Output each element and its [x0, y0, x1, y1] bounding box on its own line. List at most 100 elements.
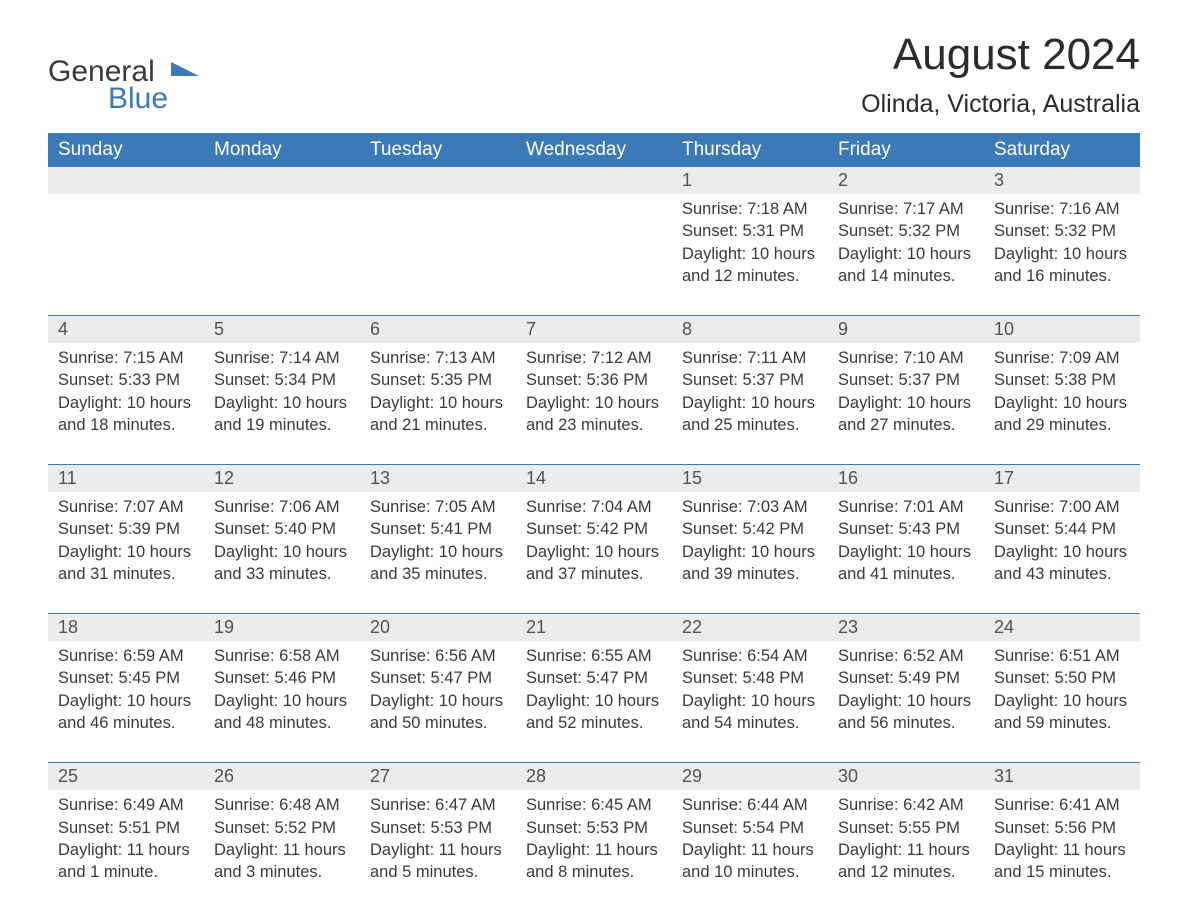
day-detail-row: Sunrise: 7:15 AMSunset: 5:33 PMDaylight:… — [48, 343, 1140, 465]
day-day2: and 19 minutes. — [214, 414, 350, 436]
day-sunset: Sunset: 5:53 PM — [526, 817, 662, 839]
day-sunset: Sunset: 5:46 PM — [214, 667, 350, 689]
day-sunset: Sunset: 5:44 PM — [994, 518, 1130, 540]
day-sunset: Sunset: 5:33 PM — [58, 369, 194, 391]
day-sunrise: Sunrise: 6:58 AM — [214, 645, 350, 667]
day-detail-cell — [516, 194, 672, 316]
day-day2: and 1 minute. — [58, 861, 194, 883]
location-subtitle: Olinda, Victoria, Australia — [861, 90, 1140, 119]
day-detail-cell: Sunrise: 7:04 AMSunset: 5:42 PMDaylight:… — [516, 492, 672, 614]
day-day2: and 54 minutes. — [682, 712, 818, 734]
day-day2: and 25 minutes. — [682, 414, 818, 436]
day-number-cell: 17 — [984, 465, 1140, 492]
day-number-cell: 8 — [672, 316, 828, 343]
day-day2: and 8 minutes. — [526, 861, 662, 883]
logo-text: General Blue — [48, 58, 168, 112]
day-sunset: Sunset: 5:32 PM — [994, 220, 1130, 242]
day-day1: Daylight: 11 hours — [682, 839, 818, 861]
day-number-cell — [204, 167, 360, 194]
day-day1: Daylight: 10 hours — [682, 392, 818, 414]
logo-flag-icon — [171, 62, 201, 86]
weekday-header: Monday — [204, 133, 360, 167]
day-number-cell: 31 — [984, 763, 1140, 790]
day-detail-cell: Sunrise: 7:18 AMSunset: 5:31 PMDaylight:… — [672, 194, 828, 316]
day-day1: Daylight: 10 hours — [58, 392, 194, 414]
day-day1: Daylight: 10 hours — [526, 392, 662, 414]
day-day2: and 5 minutes. — [370, 861, 506, 883]
weekday-header: Sunday — [48, 133, 204, 167]
day-sunrise: Sunrise: 7:03 AM — [682, 496, 818, 518]
day-day2: and 21 minutes. — [370, 414, 506, 436]
day-sunrise: Sunrise: 7:00 AM — [994, 496, 1130, 518]
day-day1: Daylight: 11 hours — [58, 839, 194, 861]
day-sunset: Sunset: 5:56 PM — [994, 817, 1130, 839]
day-sunset: Sunset: 5:34 PM — [214, 369, 350, 391]
day-day2: and 59 minutes. — [994, 712, 1130, 734]
day-detail-cell: Sunrise: 6:51 AMSunset: 5:50 PMDaylight:… — [984, 641, 1140, 763]
day-day1: Daylight: 10 hours — [838, 392, 974, 414]
day-day2: and 3 minutes. — [214, 861, 350, 883]
calendar-table: SundayMondayTuesdayWednesdayThursdayFrid… — [48, 133, 1140, 911]
day-sunrise: Sunrise: 7:13 AM — [370, 347, 506, 369]
day-day1: Daylight: 10 hours — [682, 541, 818, 563]
day-day2: and 29 minutes. — [994, 414, 1130, 436]
day-sunset: Sunset: 5:32 PM — [838, 220, 974, 242]
day-detail-cell: Sunrise: 7:12 AMSunset: 5:36 PMDaylight:… — [516, 343, 672, 465]
day-sunset: Sunset: 5:31 PM — [682, 220, 818, 242]
day-number-cell: 28 — [516, 763, 672, 790]
day-day2: and 23 minutes. — [526, 414, 662, 436]
day-sunrise: Sunrise: 6:56 AM — [370, 645, 506, 667]
day-day1: Daylight: 11 hours — [838, 839, 974, 861]
day-sunset: Sunset: 5:48 PM — [682, 667, 818, 689]
day-number-cell: 10 — [984, 316, 1140, 343]
day-number-row: 45678910 — [48, 316, 1140, 343]
day-day1: Daylight: 10 hours — [838, 690, 974, 712]
day-sunrise: Sunrise: 6:47 AM — [370, 794, 506, 816]
day-sunrise: Sunrise: 6:52 AM — [838, 645, 974, 667]
day-day1: Daylight: 10 hours — [994, 690, 1130, 712]
day-sunset: Sunset: 5:42 PM — [526, 518, 662, 540]
day-sunrise: Sunrise: 7:16 AM — [994, 198, 1130, 220]
day-detail-row: Sunrise: 7:18 AMSunset: 5:31 PMDaylight:… — [48, 194, 1140, 316]
day-sunrise: Sunrise: 6:55 AM — [526, 645, 662, 667]
day-number-cell: 3 — [984, 167, 1140, 194]
day-number-row: 123 — [48, 167, 1140, 194]
day-sunset: Sunset: 5:42 PM — [682, 518, 818, 540]
day-sunset: Sunset: 5:52 PM — [214, 817, 350, 839]
day-detail-cell: Sunrise: 7:05 AMSunset: 5:41 PMDaylight:… — [360, 492, 516, 614]
weekday-header: Tuesday — [360, 133, 516, 167]
weekday-header-row: SundayMondayTuesdayWednesdayThursdayFrid… — [48, 133, 1140, 167]
day-number-cell — [516, 167, 672, 194]
day-detail-cell: Sunrise: 7:16 AMSunset: 5:32 PMDaylight:… — [984, 194, 1140, 316]
logo-word-2: Blue — [108, 85, 168, 112]
day-day2: and 46 minutes. — [58, 712, 194, 734]
day-number-row: 25262728293031 — [48, 763, 1140, 790]
day-day1: Daylight: 10 hours — [58, 541, 194, 563]
day-day1: Daylight: 10 hours — [838, 541, 974, 563]
day-day2: and 14 minutes. — [838, 265, 974, 287]
day-day1: Daylight: 10 hours — [526, 690, 662, 712]
day-number-cell: 1 — [672, 167, 828, 194]
day-day2: and 39 minutes. — [682, 563, 818, 585]
day-number-cell: 29 — [672, 763, 828, 790]
day-day2: and 27 minutes. — [838, 414, 974, 436]
day-day2: and 10 minutes. — [682, 861, 818, 883]
day-sunset: Sunset: 5:37 PM — [838, 369, 974, 391]
day-day2: and 12 minutes. — [682, 265, 818, 287]
day-number-cell: 22 — [672, 614, 828, 641]
weekday-header: Wednesday — [516, 133, 672, 167]
day-day2: and 56 minutes. — [838, 712, 974, 734]
day-sunrise: Sunrise: 7:07 AM — [58, 496, 194, 518]
day-sunset: Sunset: 5:54 PM — [682, 817, 818, 839]
day-number-cell: 13 — [360, 465, 516, 492]
day-day2: and 31 minutes. — [58, 563, 194, 585]
day-sunset: Sunset: 5:47 PM — [526, 667, 662, 689]
logo: General Blue — [48, 30, 201, 112]
day-detail-cell: Sunrise: 7:10 AMSunset: 5:37 PMDaylight:… — [828, 343, 984, 465]
day-detail-cell: Sunrise: 6:42 AMSunset: 5:55 PMDaylight:… — [828, 790, 984, 911]
day-day1: Daylight: 10 hours — [682, 243, 818, 265]
day-detail-cell: Sunrise: 6:48 AMSunset: 5:52 PMDaylight:… — [204, 790, 360, 911]
day-day1: Daylight: 10 hours — [838, 243, 974, 265]
day-sunrise: Sunrise: 6:49 AM — [58, 794, 194, 816]
day-detail-cell: Sunrise: 7:11 AMSunset: 5:37 PMDaylight:… — [672, 343, 828, 465]
